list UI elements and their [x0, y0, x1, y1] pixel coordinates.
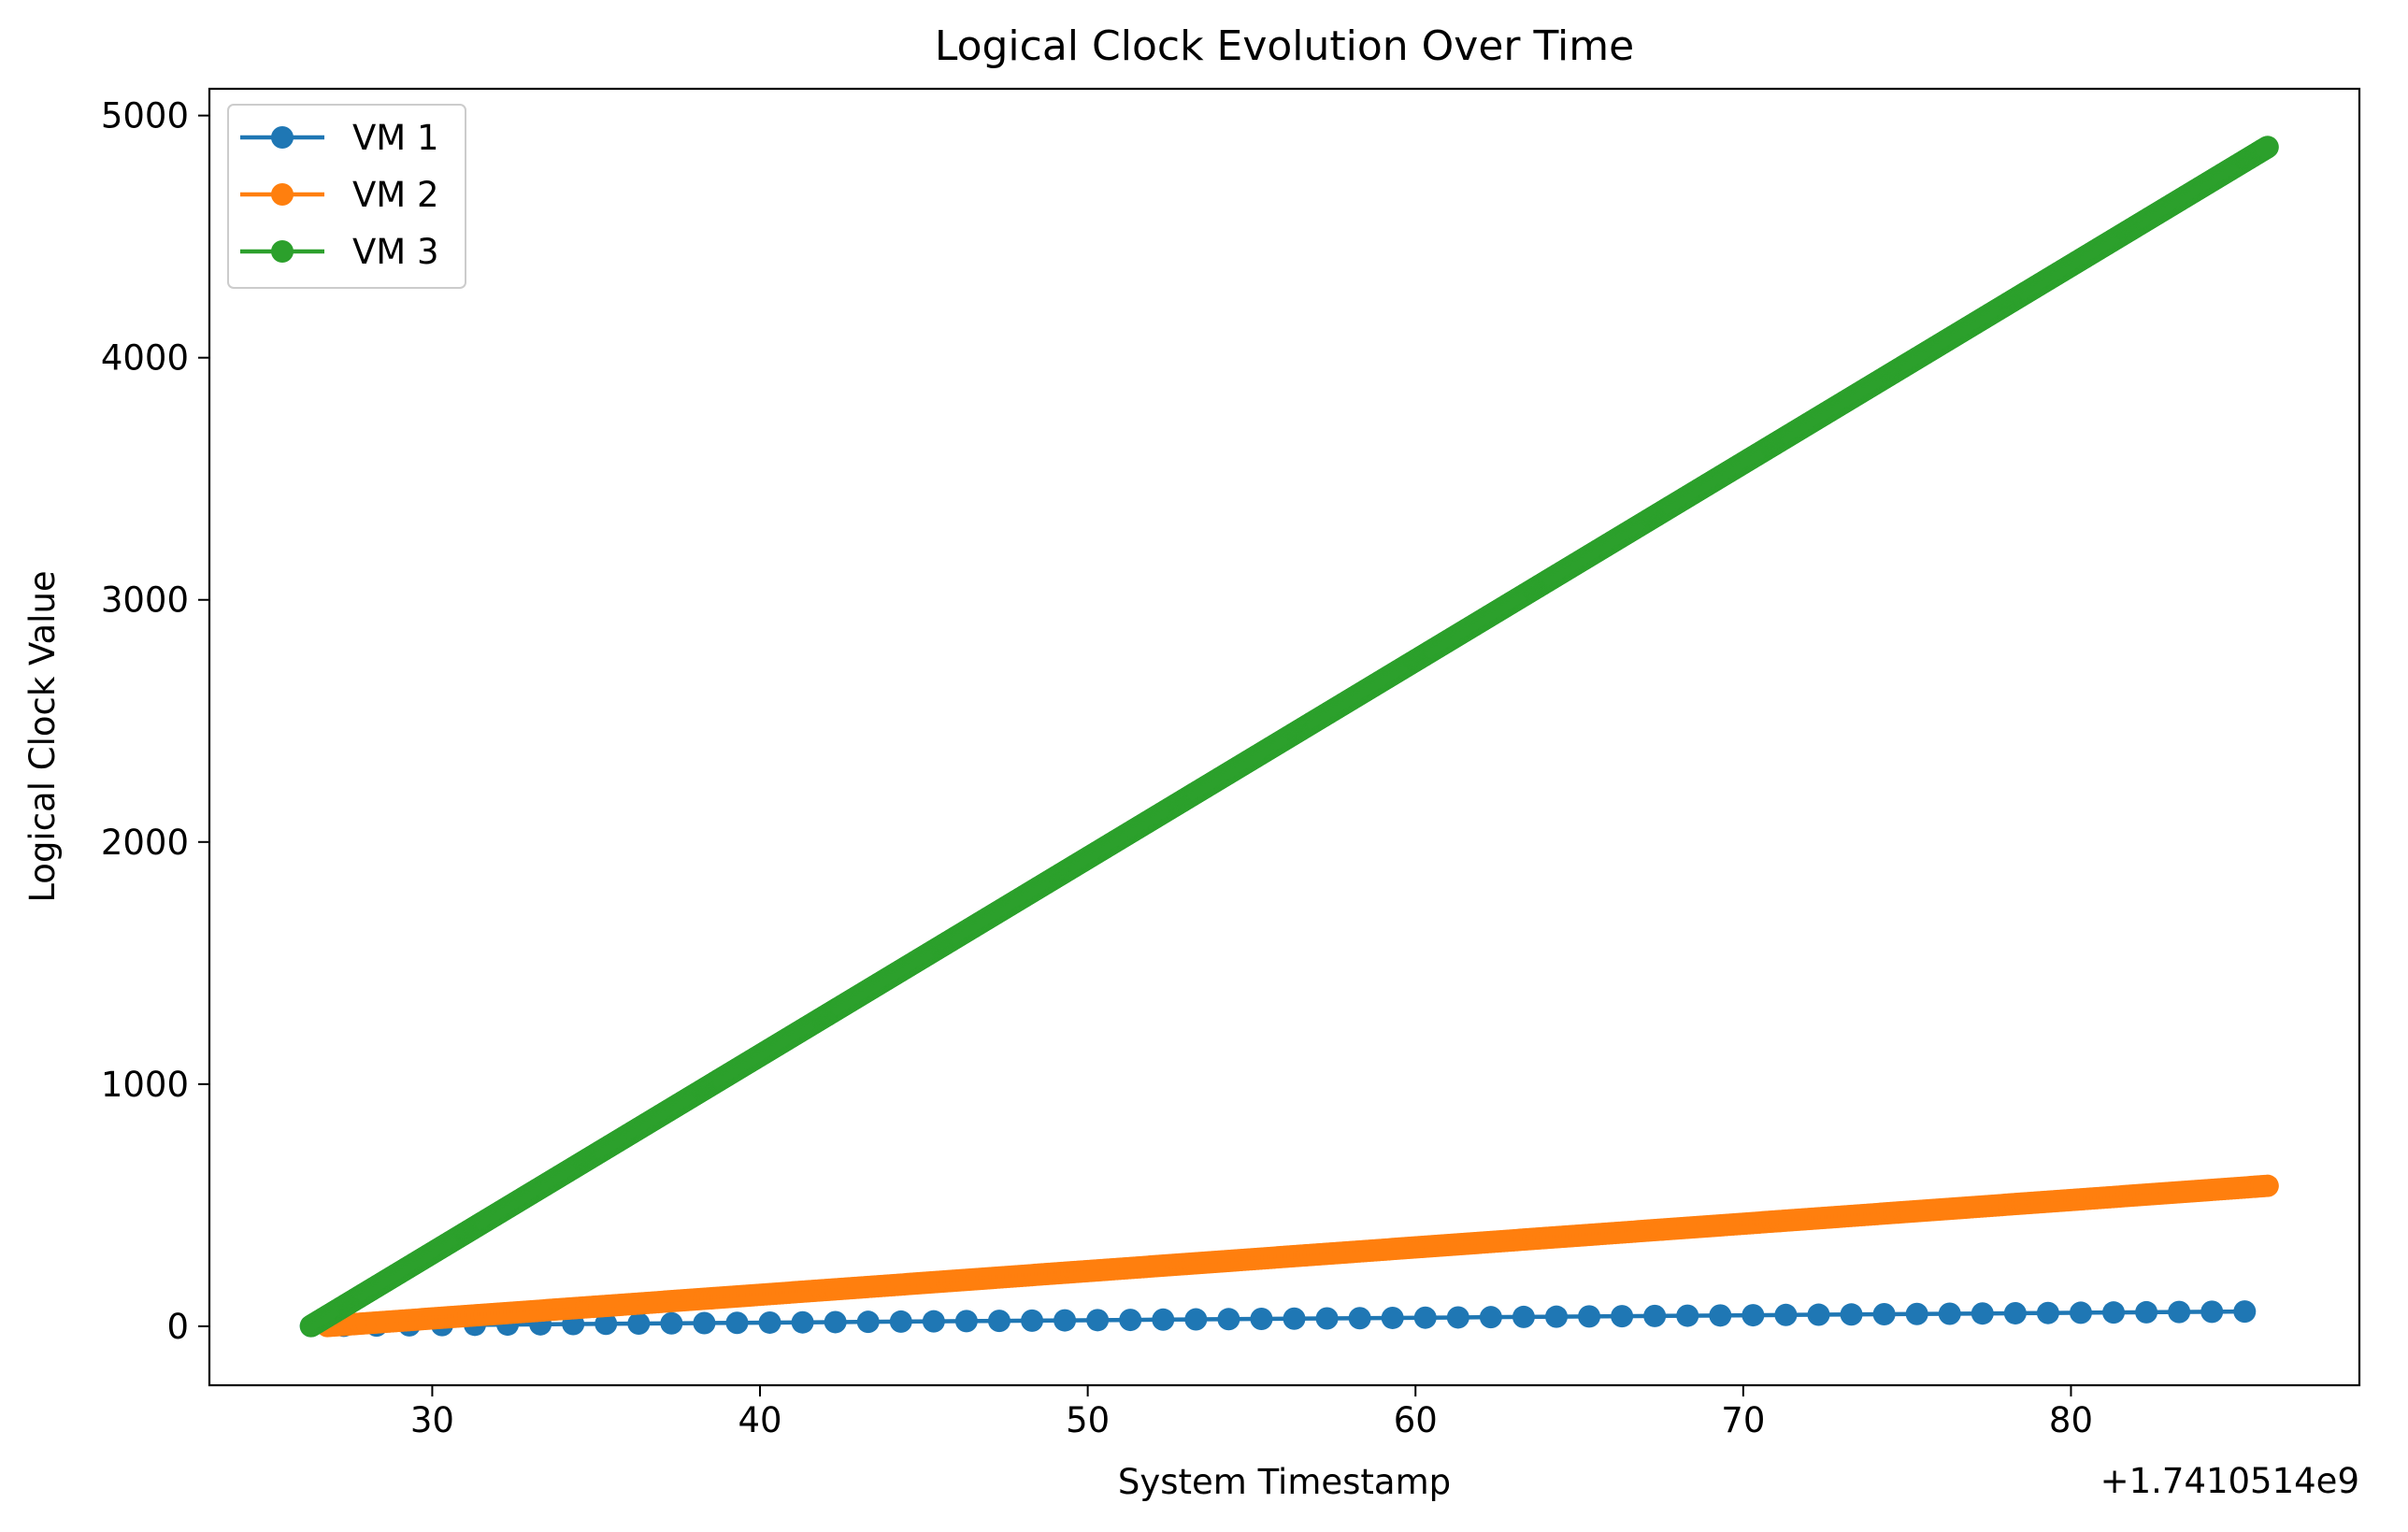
data-point	[1119, 1309, 1142, 1332]
data-point	[1315, 1307, 1339, 1330]
data-point	[1217, 1308, 1240, 1331]
data-point	[2135, 1300, 2158, 1324]
data-point	[2069, 1301, 2092, 1324]
data-point	[889, 1310, 912, 1333]
data-point	[660, 1311, 683, 1335]
data-point	[1643, 1304, 1667, 1327]
data-point	[2036, 1301, 2059, 1324]
data-point	[2233, 1300, 2257, 1324]
series-2	[316, 1174, 2279, 1338]
data-point	[1512, 1305, 1535, 1328]
data-point	[627, 1312, 651, 1336]
data-point	[1381, 1306, 1404, 1329]
data-point	[1250, 1308, 1273, 1331]
data-point	[693, 1311, 716, 1335]
data-point	[1709, 1304, 1732, 1327]
data-point	[824, 1310, 847, 1334]
data-point	[954, 1310, 978, 1333]
data-point	[1446, 1306, 1469, 1329]
data-point	[1086, 1309, 1110, 1332]
data-point	[1413, 1306, 1437, 1329]
data-point	[791, 1310, 814, 1334]
data-point	[1545, 1305, 1569, 1328]
data-point	[1021, 1309, 1044, 1332]
data-point	[1807, 1303, 1830, 1326]
data-point	[922, 1310, 945, 1333]
data-point	[2256, 1174, 2279, 1197]
data-point	[758, 1310, 781, 1334]
data-point	[1905, 1302, 1928, 1325]
data-point	[1971, 1302, 1994, 1325]
data-point	[1479, 1306, 1502, 1329]
data-point	[1283, 1307, 1306, 1330]
data-point	[1938, 1302, 1961, 1325]
data-point	[1774, 1303, 1798, 1326]
data-point	[1676, 1304, 1699, 1327]
data-point	[1348, 1307, 1371, 1330]
data-point	[2003, 1301, 2027, 1324]
data-point	[1054, 1309, 1077, 1332]
data-point	[1184, 1308, 1208, 1331]
data-point	[2102, 1301, 2126, 1324]
data-point	[856, 1310, 880, 1334]
data-point	[595, 1312, 618, 1336]
data-point	[1578, 1305, 1601, 1328]
data-point	[1840, 1303, 1863, 1326]
data-point	[2200, 1300, 2224, 1324]
series-3	[299, 136, 2279, 1338]
data-point	[1611, 1305, 1634, 1328]
data-point	[987, 1310, 1010, 1333]
data-point	[1152, 1308, 1175, 1331]
data-point	[725, 1311, 749, 1335]
data-point	[2168, 1300, 2191, 1324]
data-point	[1742, 1304, 1765, 1327]
data-point	[1872, 1303, 1896, 1326]
